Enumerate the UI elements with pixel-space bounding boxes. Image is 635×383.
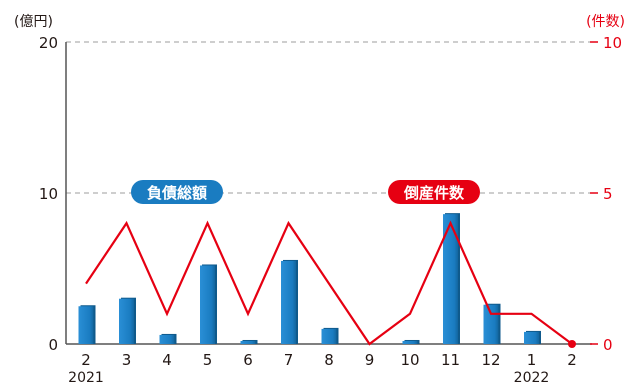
bar-series [78,213,541,344]
bar-body [119,298,134,344]
legend-debt-pill [131,180,223,204]
bar [483,303,501,344]
left-tick-20: 20 [39,34,58,52]
bar-body [240,340,256,344]
right-tick-5: 5 [603,185,613,203]
legend-bankruptcy: 倒産件数 [388,180,480,204]
line-end-point [568,340,576,348]
legend-bankruptcy-label: 倒産件数 [403,184,465,202]
x-tick-label: 10 [400,351,419,369]
legend-debt-label: 負債総額 [147,184,207,202]
bar-body [281,260,296,344]
x-tick-label: 1 [527,351,537,369]
x-tick-label: 11 [441,351,460,369]
x-tick-label: 2 [567,351,577,369]
x-tick-label: 5 [203,351,213,369]
bar-body [159,334,175,344]
bar [443,213,460,344]
bar [402,339,420,344]
x-tick-label: 9 [365,351,375,369]
x-tick-label: 8 [324,351,334,369]
bar-body [483,304,499,344]
x-year-label: 2022 [514,370,550,383]
bar [281,259,298,344]
x-tick-label: 7 [284,351,294,369]
x-tick-label: 12 [481,351,500,369]
legend-debt: 負債総額 [131,180,223,204]
bar-body [443,214,458,344]
bar [78,305,96,344]
right-axis-unit: (件数) [586,14,625,30]
x-tick-label: 2 [81,351,91,369]
bar [119,297,136,344]
bar [159,333,177,344]
x-tick-label: 4 [162,351,172,369]
bar [240,339,258,344]
bar-body [321,328,337,344]
bar [321,327,339,344]
line-path [85,220,573,346]
line-series [85,220,576,348]
left-tick-10: 10 [39,185,58,203]
left-tick-0: 0 [48,336,58,354]
right-tick-10: 10 [603,34,622,52]
bar [524,330,541,344]
bar-body [402,340,418,344]
x-tick-label: 3 [122,351,132,369]
legend-bankruptcy-pill [388,180,480,204]
bar-body [524,331,539,344]
bar-body [78,306,94,344]
x-tick-label: 6 [243,351,253,369]
right-tick-0: 0 [603,336,613,354]
bar-body [200,265,215,344]
bar [200,264,217,344]
left-axis-unit: (億円) [14,14,53,30]
x-year-label: 2021 [68,370,104,383]
